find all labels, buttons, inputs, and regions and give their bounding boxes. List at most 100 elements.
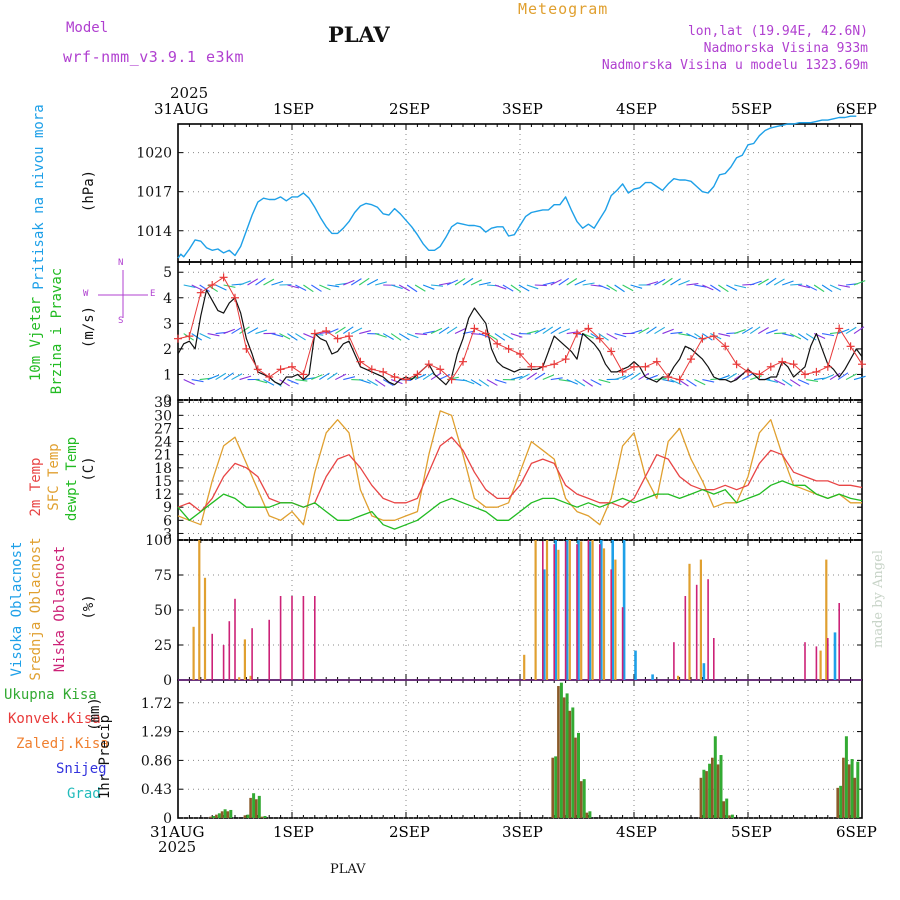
wind-direction-arrow [614, 284, 625, 293]
wind-direction-arrow [398, 284, 410, 292]
wind-direction-arrow [518, 284, 530, 292]
wind-direction-arrow [837, 372, 849, 381]
wind-direction-arrow [773, 379, 786, 386]
legend-hail: Grad [67, 786, 101, 802]
wind-tick-label: 5 [163, 265, 172, 281]
wind-direction-arrow [781, 379, 793, 387]
wind-direction-arrow [415, 333, 428, 336]
time-label-bottom: 6SEP [836, 823, 877, 841]
wind-direction-arrow [710, 284, 721, 292]
high-cloud-bar [622, 540, 626, 680]
wind-direction-arrow [582, 282, 595, 286]
low-cloud-bar [587, 540, 590, 680]
wind-direction-arrow [550, 279, 562, 286]
wind-direction-arrow [422, 330, 435, 335]
wind-direction-arrow [478, 379, 490, 387]
wind-direction-arrow [358, 277, 370, 286]
wind-direction-arrow [414, 373, 427, 381]
wind-tick-label: 1 [163, 367, 172, 383]
wind-direction-arrow [526, 330, 539, 335]
wind-direction-arrow [255, 277, 266, 286]
precip-tick-label: 0 [163, 811, 172, 827]
wind-direction-arrow [486, 379, 498, 386]
wind-direction-arrow [742, 373, 753, 381]
precip-total-bar [559, 682, 563, 818]
wind-direction-arrow [726, 372, 737, 381]
high-cloud-bar [702, 663, 706, 680]
pressure-tick-label: 1017 [136, 185, 172, 201]
wind-direction-arrow [734, 329, 746, 335]
high-cloud-bar [611, 540, 614, 680]
wind-direction-arrow [343, 279, 355, 286]
wind-direction-arrow [782, 280, 794, 286]
wind-direction-arrow [446, 279, 459, 286]
low-cloud-bar [302, 596, 305, 680]
wind-direction-arrow [303, 333, 315, 339]
precip-total-bar [725, 798, 729, 818]
wind-direction-arrow [726, 284, 738, 291]
mid-cloud-bar [825, 559, 828, 680]
wind-direction-arrow [319, 372, 330, 381]
mid-cloud-bar [591, 540, 594, 680]
wind-direction-arrow [247, 278, 259, 286]
wind-direction-arrow [271, 333, 284, 338]
precip-total-bar [850, 759, 854, 818]
wind-direction-arrow [207, 333, 220, 337]
precip-convective-bar [220, 811, 224, 818]
model-label: Model [66, 20, 109, 36]
wind-direction-arrow [494, 379, 507, 384]
wind-direction-arrow [606, 284, 618, 292]
precip-total-bar [719, 755, 723, 818]
wind-direction-arrow [207, 374, 220, 381]
wind-direction-arrow [534, 327, 546, 335]
wind-direction-arrow [462, 277, 474, 286]
dewpt-line [177, 480, 863, 530]
precip-total-bar [554, 756, 558, 818]
high-cloud-bar [577, 540, 580, 680]
wind-direction-arrow [805, 284, 818, 291]
wind-direction-arrow [359, 379, 371, 384]
wind-direction-arrow [255, 379, 268, 384]
wind-direction-arrow [183, 333, 195, 341]
low-cloud-bar [564, 541, 567, 680]
wind-direction-arrow [757, 278, 769, 286]
precip-convective-bar [705, 771, 708, 818]
legend-snow: Snijeg [56, 761, 107, 777]
wind-direction-arrow [654, 278, 666, 286]
low-cloud-bar [684, 596, 687, 680]
mid-cloud-bar [545, 540, 549, 680]
mid-cloud-bar [534, 540, 537, 680]
wind-direction-arrow [821, 374, 834, 381]
precip-convective-bar [579, 781, 583, 818]
low-cloud-bar [211, 633, 213, 680]
wind-direction-arrow [765, 277, 777, 286]
wind-direction-arrow [702, 333, 713, 341]
sfc-temp-line [177, 410, 862, 526]
compass-n: N [118, 258, 124, 268]
temp-tick-label: 21 [154, 448, 172, 464]
wind-direction-arrow [718, 284, 729, 293]
wind-direction-arrow [670, 331, 683, 335]
wind-direction-arrow [558, 328, 570, 335]
wind-direction-arrow [766, 329, 778, 335]
precip-total-bar [212, 815, 216, 818]
wind-direction-arrow [790, 283, 803, 286]
precip-convective-bar [557, 686, 560, 818]
wind-direction-arrow [789, 379, 801, 387]
time-label-bottom: 4SEP [616, 823, 657, 841]
precip-total-bar [565, 693, 569, 818]
wind-direction-arrow [342, 326, 354, 335]
wind-direction-arrow [231, 326, 243, 335]
low-cloud-bar [222, 645, 225, 680]
low-cloud-bar [542, 541, 544, 680]
wind-direction-arrow [694, 284, 707, 288]
precip-total-bar [229, 809, 233, 818]
time-label-top: 4SEP [616, 100, 657, 118]
legend-convective: Konvek.Kisa [8, 711, 101, 727]
wind-direction-arrow [550, 377, 563, 381]
temp-tick-label: 6 [163, 513, 172, 529]
footer-station: PLAV [330, 862, 366, 877]
wind-direction-arrow [239, 375, 252, 381]
precip-convective-bar [836, 787, 839, 818]
wind-direction-arrow [518, 373, 530, 381]
